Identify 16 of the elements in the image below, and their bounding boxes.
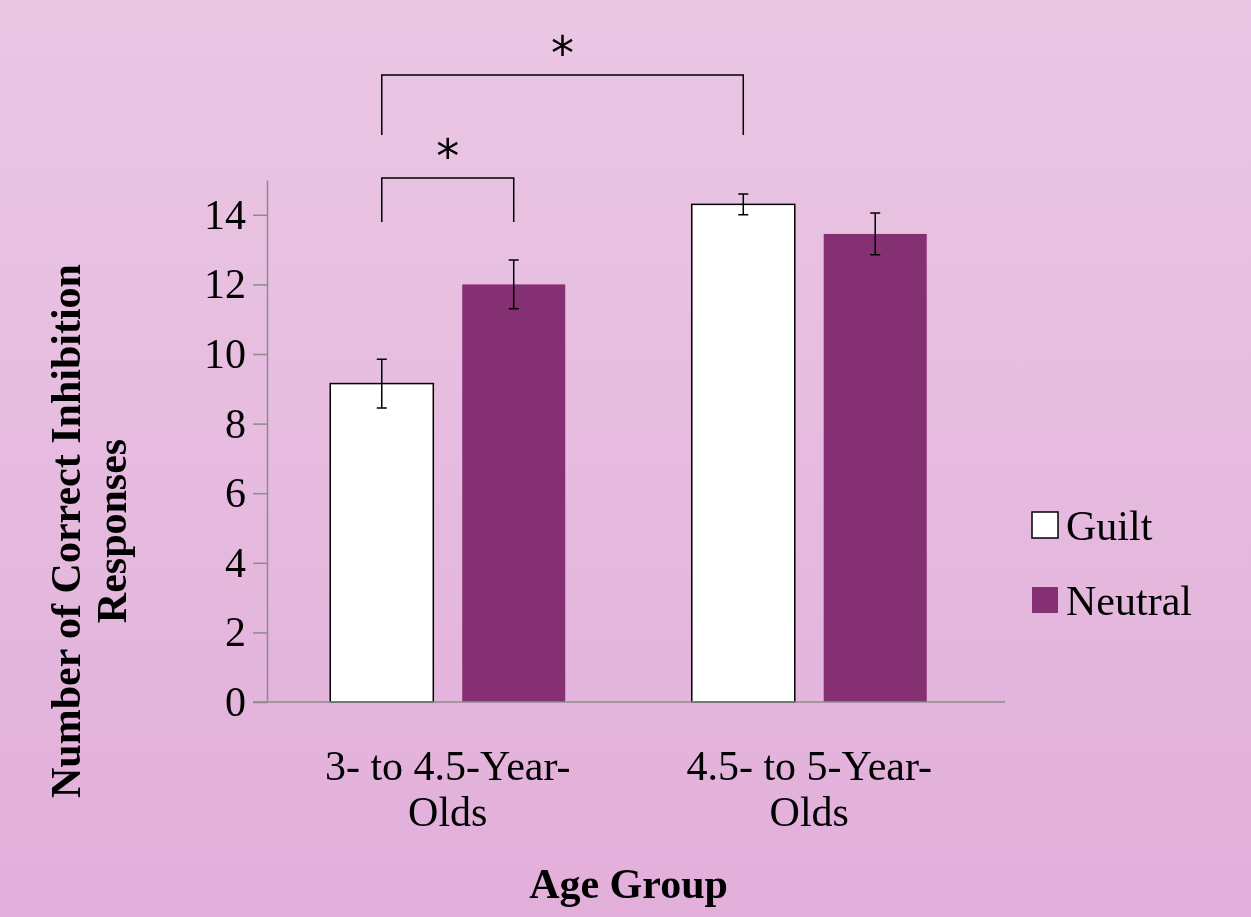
- y-tick-label: 4: [225, 539, 246, 586]
- y-tick-label: 12: [204, 261, 246, 308]
- annotation: *: [436, 129, 460, 183]
- y-axis-title: Number of Correct Inhibition Responses: [43, 264, 136, 798]
- y-tick-label: 6: [225, 470, 246, 517]
- legend-label: Neutral: [1066, 578, 1192, 624]
- y-tick-label: 2: [225, 609, 246, 656]
- y-tick-label: 14: [204, 191, 246, 238]
- y-tick-label: 10: [204, 330, 246, 377]
- y-tick-label: 8: [225, 400, 246, 447]
- x-tick-label: 3- to 4.5-Year-Olds: [324, 743, 571, 836]
- text: *: [551, 26, 575, 80]
- legend-label: Guilt: [1066, 503, 1153, 549]
- y-tick-label: 0: [225, 678, 246, 725]
- x-axis-title: Age Group: [529, 861, 728, 907]
- x-tick-label: 4.5- to 5-Year-Olds: [686, 743, 933, 836]
